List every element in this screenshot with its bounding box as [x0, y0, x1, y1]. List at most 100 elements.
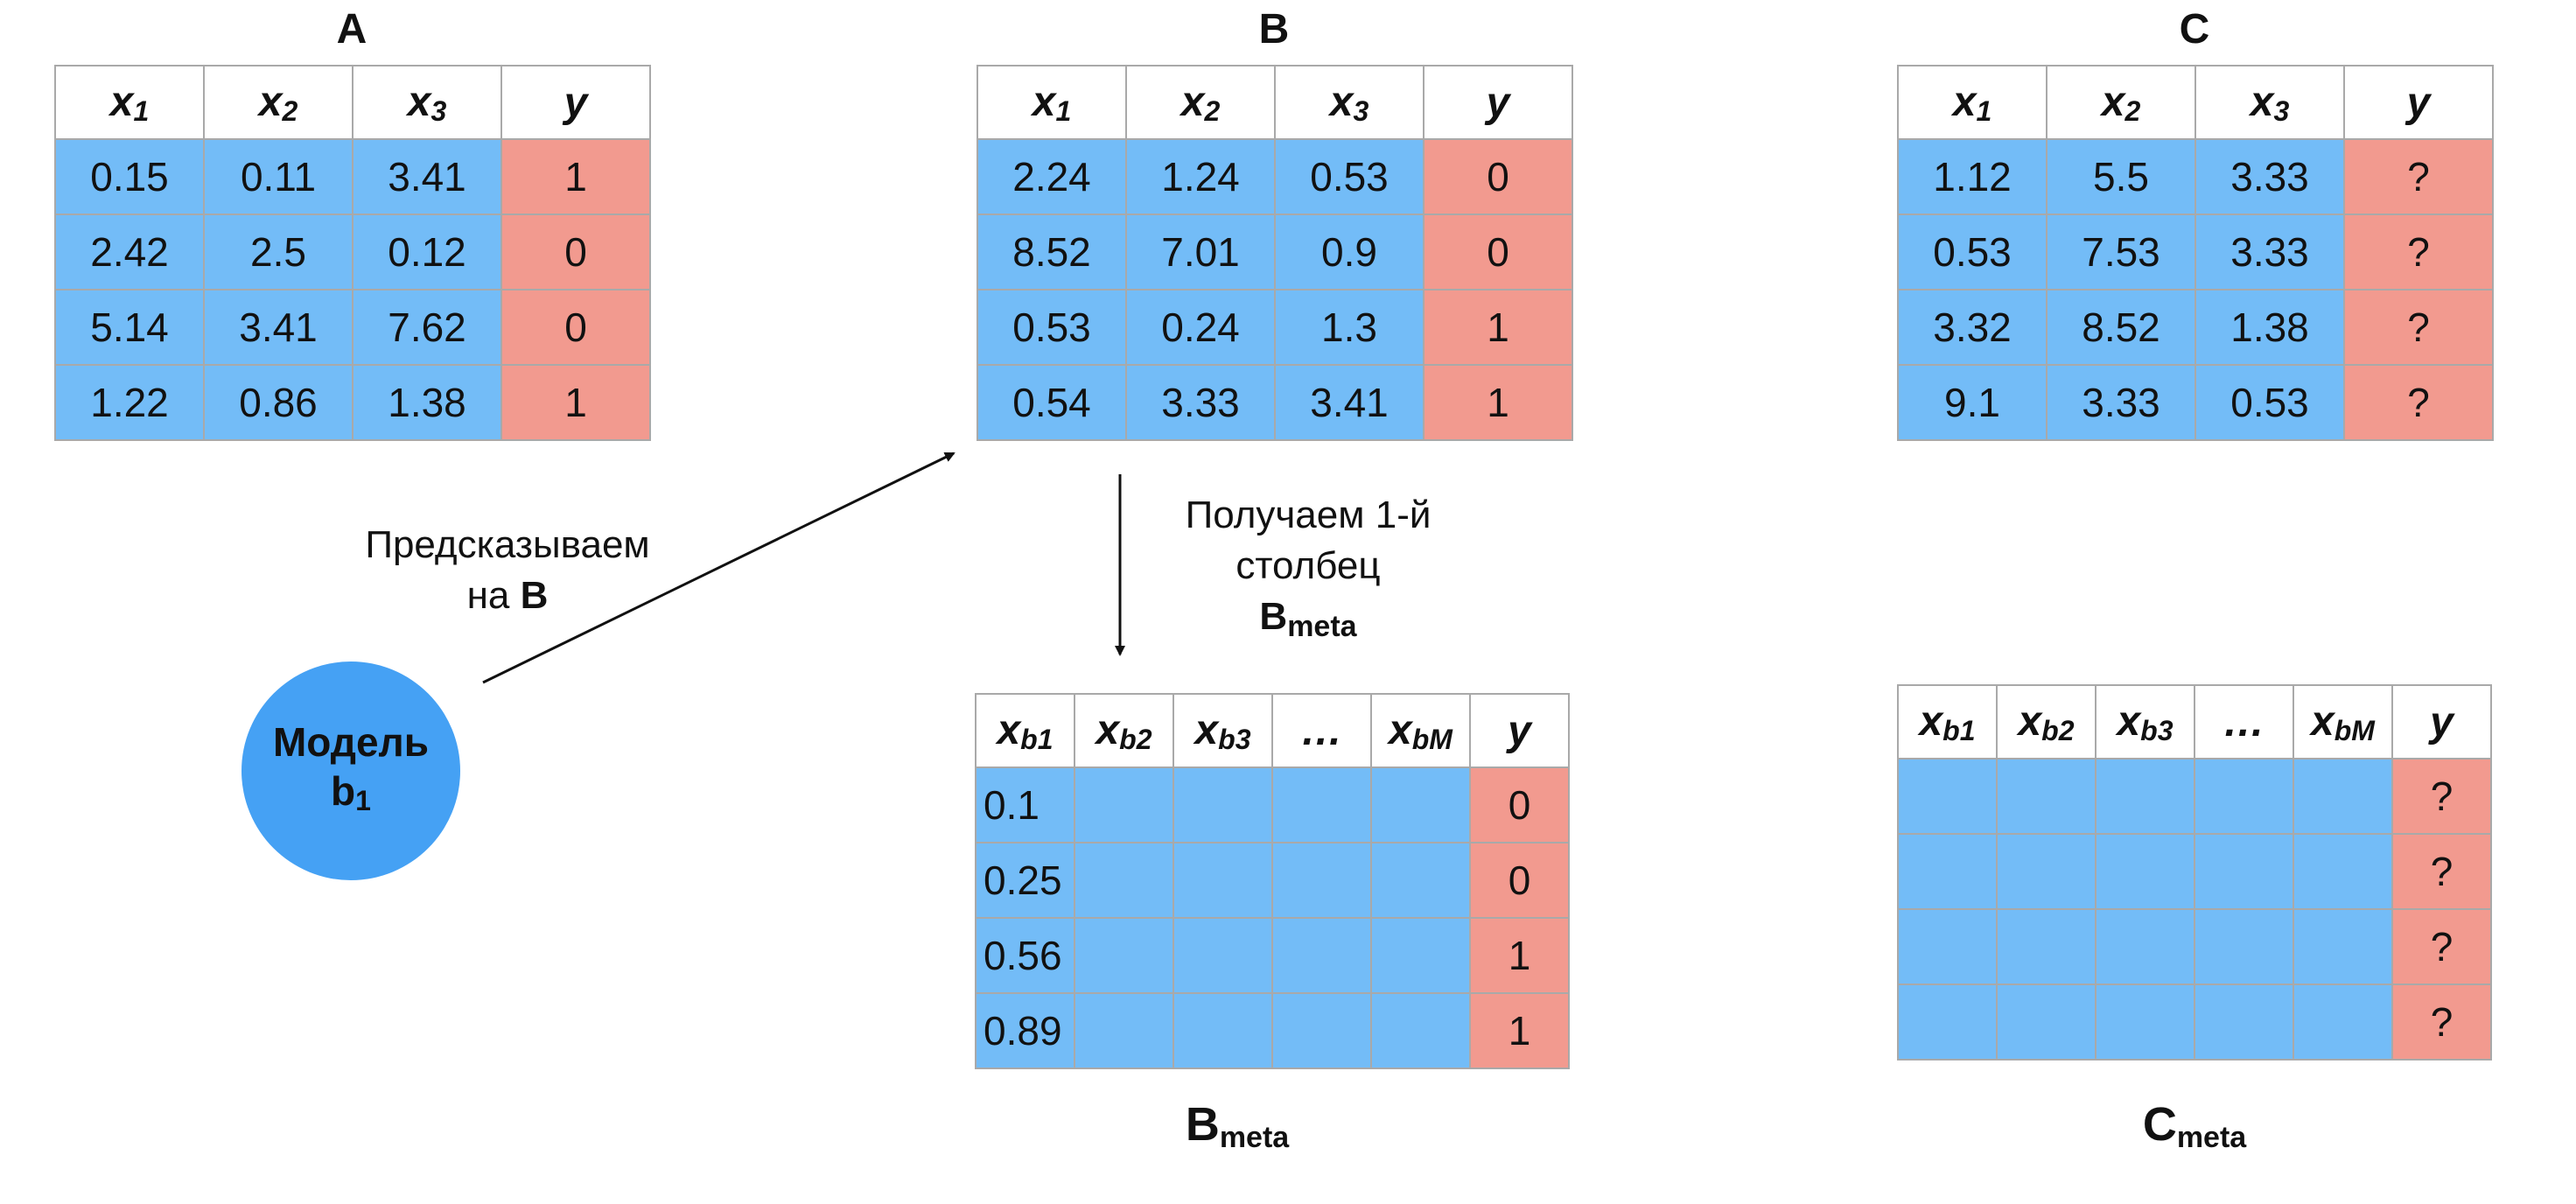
column-header: …	[1271, 693, 1372, 768]
table-row: 0.53 0.24 1.3 1	[976, 289, 1573, 366]
column-header: y	[1423, 65, 1573, 140]
feature-cell: 3.33	[2046, 364, 2196, 441]
target-cell: 0	[1423, 138, 1573, 215]
feature-cell	[1897, 908, 1998, 985]
feature-cell: 1.12	[1897, 138, 2048, 215]
column-header: y	[2391, 684, 2492, 760]
feature-cell	[2194, 908, 2294, 985]
feature-cell	[1370, 917, 1471, 994]
table-row: 0.15 0.11 3.41 1	[54, 138, 651, 215]
feature-cell: 2.24	[976, 138, 1127, 215]
feature-cell: 0.1	[975, 766, 1075, 844]
target-cell: 0	[1423, 214, 1573, 290]
target-cell: ?	[2391, 758, 2492, 835]
header-row: xb1 xb2 xb3… xbM y	[1897, 684, 2492, 760]
feature-cell	[1996, 833, 2096, 910]
feature-cell: 3.41	[203, 289, 354, 366]
column-header: xb2	[1074, 693, 1174, 768]
predict-arrow	[482, 452, 956, 684]
feature-cell: 9.1	[1897, 364, 2048, 441]
table-row: ?	[1897, 758, 2492, 835]
feature-cell: 0.15	[54, 138, 205, 215]
table-row: 0.54 3.33 3.41 1	[976, 364, 1573, 441]
feature-cell: 1.24	[1125, 138, 1276, 215]
predict-label-line1: Предсказываем	[365, 523, 650, 566]
target-cell: 0	[500, 214, 651, 290]
column-header: …	[2194, 684, 2294, 760]
column-header: xbM	[2292, 684, 2393, 760]
feature-cell	[1074, 766, 1174, 844]
feature-cell: 0.86	[203, 364, 354, 441]
header-row: x1 x2 x3 y	[1897, 65, 2494, 140]
table-row: 2.24 1.24 0.53 0	[976, 138, 1573, 215]
column-header: xb1	[1897, 684, 1998, 760]
feature-cell: 1.22	[54, 364, 205, 441]
column-header: xb2	[1996, 684, 2096, 760]
feature-cell	[2292, 908, 2393, 985]
target-cell: ?	[2343, 214, 2494, 290]
table-row: 0.25 0	[975, 842, 1570, 919]
feature-cell: 3.33	[2194, 138, 2345, 215]
feature-cell: 3.41	[352, 138, 502, 215]
column-header: xb3	[2095, 684, 2195, 760]
column-header: xb3	[1172, 693, 1273, 768]
target-cell: ?	[2391, 984, 2492, 1060]
table-row: 2.42 2.5 0.12 0	[54, 214, 651, 290]
column-header: x2	[2046, 65, 2196, 140]
feature-cell: 7.62	[352, 289, 502, 366]
get-column-label: Получаем 1-й столбец Bmeta	[1120, 490, 1496, 652]
table-b: x1 x2 x3 y 2.24 1.24 0.53 0 8.52 7.01 0.9 0 0.53 0.24…	[976, 65, 1573, 441]
table-row: 5.14 3.41 7.62 0	[54, 289, 651, 366]
table-row: 0.53 7.53 3.33?	[1897, 214, 2494, 290]
target-cell: 0	[1469, 842, 1570, 919]
feature-cell	[1996, 984, 2096, 1060]
feature-cell: 0.24	[1125, 289, 1276, 366]
table-row: 8.52 7.01 0.9 0	[976, 214, 1573, 290]
target-cell: 0	[500, 289, 651, 366]
feature-cell	[1897, 833, 1998, 910]
column-header: x3	[1274, 65, 1424, 140]
target-cell: 1	[1469, 992, 1570, 1069]
feature-cell	[1370, 842, 1471, 919]
model-b1: Модель b1	[242, 662, 460, 880]
column-header: x2	[1125, 65, 1276, 140]
column-header: y	[1469, 693, 1570, 768]
table-row: ?	[1897, 984, 2492, 1060]
table-a: x1 x2 x3 y 0.15 0.11 3.41 1 2.42 2.5 0.12 0 5.14 3.41…	[54, 65, 651, 441]
column-header: xb1	[975, 693, 1075, 768]
header-row: x1 x2 x3 y	[54, 65, 651, 140]
table-row: ?	[1897, 908, 2492, 985]
feature-cell: 7.01	[1125, 214, 1276, 290]
feature-cell	[2095, 908, 2195, 985]
feature-cell: 3.32	[1897, 289, 2048, 366]
feature-cell	[1370, 992, 1471, 1069]
header-row: xb1 xb2 xb3… xbM y	[975, 693, 1570, 768]
feature-cell: 1.38	[2194, 289, 2345, 366]
column-header: x1	[976, 65, 1127, 140]
table-row: 0.1 0	[975, 766, 1570, 844]
table-row: 0.56 1	[975, 917, 1570, 994]
feature-cell	[2292, 833, 2393, 910]
feature-cell: 7.53	[2046, 214, 2196, 290]
feature-cell: 5.5	[2046, 138, 2196, 215]
table-row: 3.32 8.52 1.38?	[1897, 289, 2494, 366]
feature-cell	[1172, 917, 1273, 994]
feature-cell: 0.56	[975, 917, 1075, 994]
feature-cell	[1074, 917, 1174, 994]
feature-cell	[1172, 766, 1273, 844]
feature-cell	[1996, 908, 2096, 985]
feature-cell: 0.53	[1897, 214, 2048, 290]
feature-cell: 1.38	[352, 364, 502, 441]
target-cell: ?	[2343, 289, 2494, 366]
target-cell: 1	[1423, 364, 1573, 441]
feature-cell	[2292, 758, 2393, 835]
header-row: x1 x2 x3 y	[976, 65, 1573, 140]
feature-cell: 0.53	[2194, 364, 2345, 441]
column-header: xbM	[1370, 693, 1471, 768]
column-header: x2	[203, 65, 354, 140]
column-header: x3	[352, 65, 502, 140]
feature-cell: 0.54	[976, 364, 1127, 441]
feature-cell: 2.42	[54, 214, 205, 290]
model-label-line2: b1	[331, 767, 371, 816]
